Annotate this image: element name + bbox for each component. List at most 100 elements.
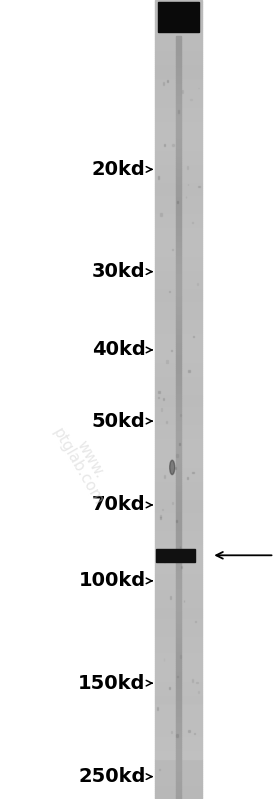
Bar [155,348,202,350]
Bar [176,430,181,431]
Bar [155,148,202,150]
Bar [176,435,181,438]
Bar [176,376,181,378]
Bar [176,593,181,595]
Bar [155,783,202,785]
Bar [155,36,202,38]
Bar [155,463,202,465]
Bar [155,360,202,361]
Bar [155,221,202,224]
Bar [195,621,196,622]
Bar [155,427,202,430]
Bar [184,551,185,553]
Bar [155,553,202,555]
Bar [176,625,181,627]
Bar [176,585,181,587]
Bar [176,638,181,639]
Bar [155,117,202,120]
Bar [176,284,181,286]
Bar [155,646,202,647]
Bar [176,329,181,332]
Bar [176,733,181,735]
Bar [176,591,181,593]
Bar [155,248,202,249]
Bar [155,14,202,16]
Bar [176,649,181,651]
Bar [176,545,181,547]
Bar [155,755,202,757]
Bar [155,301,202,304]
Bar [176,775,181,777]
Bar [155,625,202,627]
Bar [155,262,202,264]
Bar [155,569,202,571]
Bar [155,443,202,446]
Bar [155,599,202,601]
Bar [155,635,202,638]
Bar [176,48,181,50]
Bar [155,92,202,94]
Bar [176,90,181,92]
Bar [176,518,181,519]
Bar [155,741,202,743]
Bar [176,228,181,230]
Bar [176,470,181,471]
Bar [176,743,181,745]
Bar [155,150,202,152]
Bar [155,729,202,731]
Bar [176,305,181,308]
Bar [155,747,202,749]
Bar [155,336,202,337]
Bar [176,451,181,454]
Bar [176,216,181,217]
Bar [198,691,199,693]
Bar [176,495,181,497]
Bar [155,400,202,401]
Bar [176,462,181,463]
Bar [155,462,202,463]
Bar [176,84,181,86]
Bar [155,723,202,725]
Bar [176,547,181,550]
Bar [176,236,181,238]
Bar [176,378,181,380]
Bar [176,244,181,246]
Bar [176,763,181,765]
Bar [176,337,181,340]
Bar [155,86,202,88]
Bar [176,386,181,388]
Bar [155,693,202,695]
Bar [155,687,202,689]
Bar [155,201,202,204]
Bar [176,328,181,329]
Bar [155,582,202,583]
Bar [176,46,181,48]
Bar [155,607,202,609]
Bar [176,719,181,721]
Bar [176,683,181,686]
Bar [187,477,188,479]
Bar [176,590,181,591]
Bar [176,74,181,76]
Bar [176,161,181,164]
Bar [176,352,181,353]
Bar [176,411,181,414]
Bar [176,300,181,301]
Bar [176,735,181,737]
Bar [155,88,202,90]
Bar [176,312,181,313]
Bar [193,336,194,337]
Bar [176,190,181,192]
Bar [155,364,202,366]
Bar [155,6,202,8]
Bar [176,710,181,711]
Bar [155,10,202,12]
Bar [155,361,202,364]
Bar [155,121,202,124]
Bar [176,507,181,510]
Bar [155,470,202,471]
Bar [155,575,202,577]
Bar [176,350,181,352]
Bar [176,360,181,361]
Bar [155,374,202,376]
